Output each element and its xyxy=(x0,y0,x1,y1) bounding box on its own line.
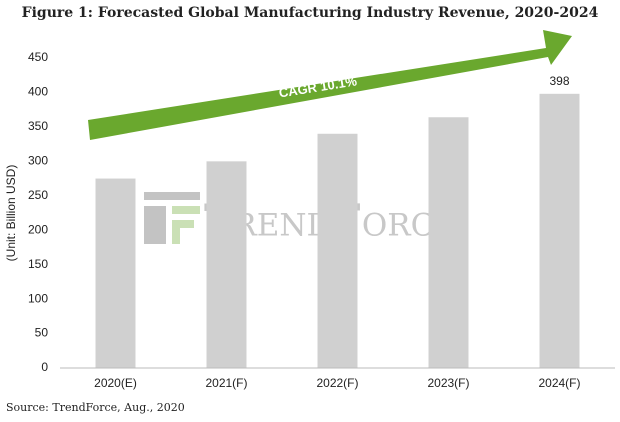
watermark-logo xyxy=(144,192,200,244)
y-tick-label: 300 xyxy=(28,154,48,168)
bar xyxy=(317,133,358,368)
source: Source: TrendForce, Aug., 2020 xyxy=(6,401,185,414)
bar xyxy=(95,178,136,368)
bar xyxy=(206,161,247,368)
y-tick-label: 50 xyxy=(35,326,49,340)
y-tick-label: 0 xyxy=(41,360,48,374)
y-tick-label: 200 xyxy=(28,222,48,236)
x-tick-label: 2020(E) xyxy=(94,376,137,390)
x-tick-label: 2024(F) xyxy=(538,376,580,390)
x-tick-label: 2022(F) xyxy=(316,376,358,390)
value-label: 398 xyxy=(549,74,569,88)
y-tick-label: 400 xyxy=(28,85,48,99)
y-tick-label: 150 xyxy=(28,257,48,271)
x-tick-label: 2021(F) xyxy=(205,376,247,390)
x-tick-label: 2023(F) xyxy=(427,376,469,390)
y-axis-label: (Unit: Billion USD) xyxy=(4,165,18,262)
y-tick-label: 450 xyxy=(28,50,48,64)
y-tick-label: 350 xyxy=(28,119,48,133)
bar xyxy=(539,93,580,369)
chart-title: Figure 1: Forecasted Global Manufacturin… xyxy=(22,5,599,21)
bar xyxy=(428,117,469,368)
y-tick-label: 250 xyxy=(28,188,48,202)
cagr-arrow xyxy=(88,30,572,140)
y-tick-label: 100 xyxy=(28,291,48,305)
